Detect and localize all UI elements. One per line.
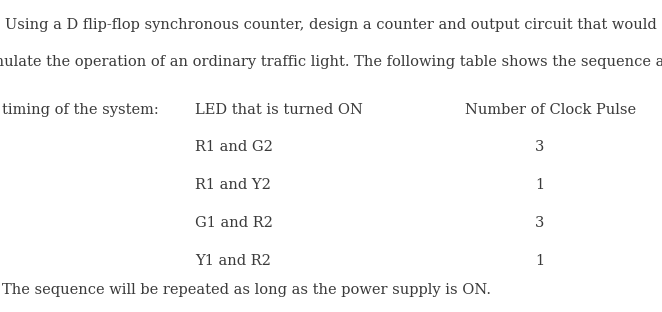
Text: R1 and G2: R1 and G2 — [195, 140, 273, 154]
Text: 1: 1 — [535, 178, 544, 192]
Text: timing of the system:: timing of the system: — [2, 103, 159, 117]
Text: Y1 and R2: Y1 and R2 — [195, 254, 271, 268]
Text: G1 and R2: G1 and R2 — [195, 216, 273, 230]
Text: The sequence will be repeated as long as the power supply is ON.: The sequence will be repeated as long as… — [2, 283, 491, 297]
Text: simulate the operation of an ordinary traffic light. The following table shows t: simulate the operation of an ordinary tr… — [0, 55, 662, 69]
Text: R1 and Y2: R1 and Y2 — [195, 178, 271, 192]
Text: Number of Clock Pulse: Number of Clock Pulse — [465, 103, 636, 117]
Text: 3: 3 — [535, 216, 544, 230]
Text: Using a D flip-flop synchronous counter, design a counter and output circuit tha: Using a D flip-flop synchronous counter,… — [5, 18, 657, 32]
Text: 1: 1 — [535, 254, 544, 268]
Text: 3: 3 — [535, 140, 544, 154]
Text: LED that is turned ON: LED that is turned ON — [195, 103, 363, 117]
